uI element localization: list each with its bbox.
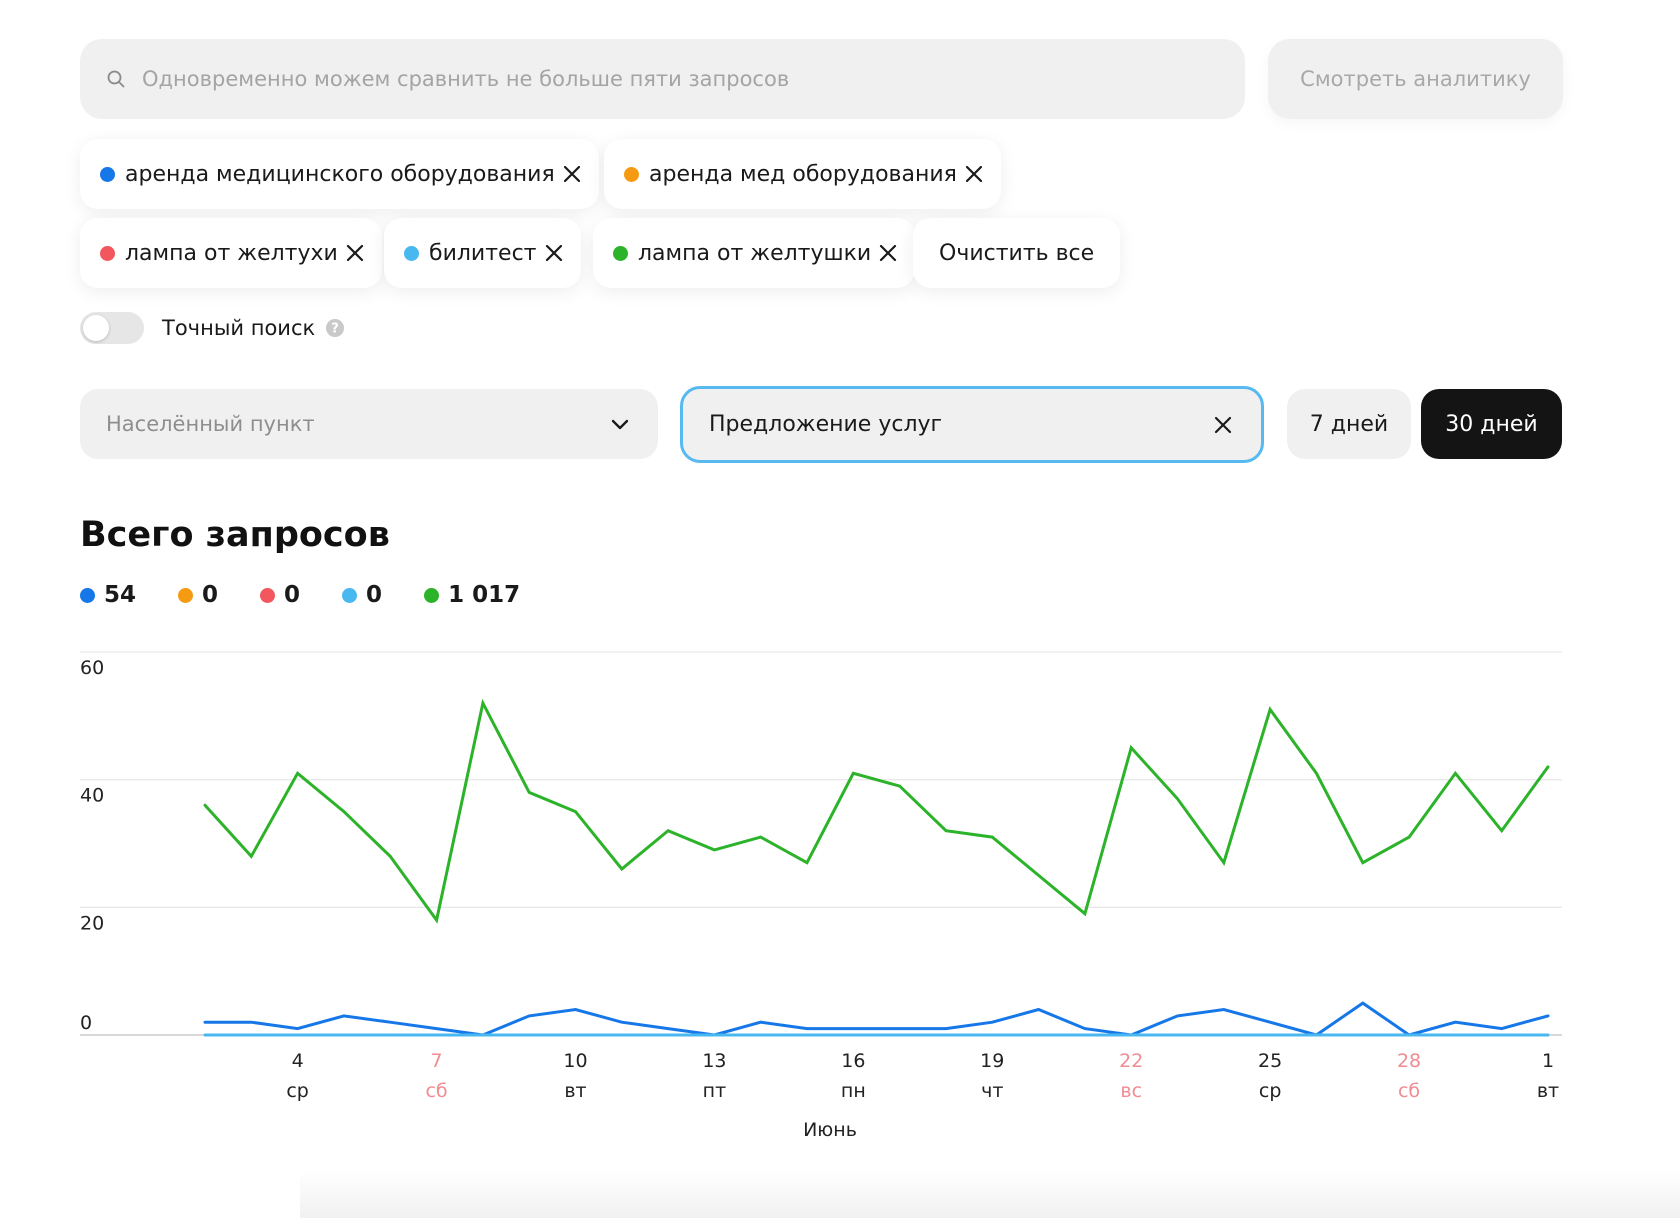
location-select-value: Населённый пункт xyxy=(106,412,315,436)
x-tick-day: 13 xyxy=(702,1050,726,1072)
x-tick-weekday: ср xyxy=(1259,1080,1282,1102)
chart-title: Всего запросов xyxy=(80,515,390,555)
clear-all-label: Очистить все xyxy=(939,240,1095,266)
x-tick-day: 16 xyxy=(841,1050,865,1072)
chip-label: лампа от желтушки xyxy=(638,240,872,266)
close-icon[interactable] xyxy=(1211,413,1235,437)
query-chip[interactable]: аренда мед оборудования xyxy=(604,139,1001,209)
totals-legend: 54 0 0 0 1 017 xyxy=(80,582,562,608)
chip-label: лампа от желтухи xyxy=(125,240,338,266)
toggle-knob xyxy=(83,315,109,341)
total-value: 0 xyxy=(284,582,301,608)
series-color-dot xyxy=(342,587,358,603)
search-input[interactable] xyxy=(142,67,1245,91)
total-item: 1 017 xyxy=(424,582,520,608)
exact-search-toggle[interactable] xyxy=(80,312,144,344)
series-color-dot xyxy=(613,245,628,261)
x-tick-weekday: вс xyxy=(1120,1080,1142,1102)
x-tick-day: 7 xyxy=(431,1050,443,1072)
x-tick-weekday: пт xyxy=(703,1080,727,1102)
total-value: 1 017 xyxy=(448,582,521,608)
x-tick-day: 25 xyxy=(1258,1050,1282,1072)
series-color-dot xyxy=(100,166,115,182)
x-tick-day: 10 xyxy=(563,1050,587,1072)
x-tick-day: 19 xyxy=(980,1050,1004,1072)
exact-search-label: Точный поиск xyxy=(162,316,316,340)
close-icon[interactable] xyxy=(561,163,583,185)
query-chip[interactable]: аренда медицинского оборудования xyxy=(80,139,599,209)
period-30-days-button[interactable]: 30 дней xyxy=(1421,389,1562,459)
x-tick-weekday: ср xyxy=(286,1080,309,1102)
total-value: 0 xyxy=(366,582,383,608)
series-color-dot xyxy=(100,245,115,261)
total-value: 0 xyxy=(202,582,219,608)
close-icon[interactable] xyxy=(963,163,985,185)
series-line xyxy=(203,698,1550,924)
view-analytics-button[interactable]: Смотреть аналитику xyxy=(1268,39,1563,119)
x-tick-day: 1 xyxy=(1542,1050,1554,1072)
series-color-dot xyxy=(624,166,639,182)
series-color-dot xyxy=(424,587,440,603)
chevron-down-icon xyxy=(611,419,629,430)
svg-text:?: ? xyxy=(331,322,339,337)
close-icon[interactable] xyxy=(543,242,565,264)
y-tick-label: 40 xyxy=(80,785,104,807)
y-tick-label: 20 xyxy=(80,912,104,934)
series-line xyxy=(203,1001,1550,1037)
x-tick-weekday: пн xyxy=(841,1080,866,1102)
search-icon xyxy=(107,70,125,88)
x-tick-day: 4 xyxy=(292,1050,304,1072)
category-filter-input[interactable] xyxy=(709,412,1211,437)
bottom-shadow xyxy=(300,1170,1680,1218)
y-tick-label: 0 xyxy=(80,1012,92,1034)
period-7-days-button[interactable]: 7 дней xyxy=(1287,389,1411,459)
clear-all-button[interactable]: Очистить все xyxy=(913,218,1121,288)
close-icon[interactable] xyxy=(344,242,366,264)
x-tick-weekday: сб xyxy=(1398,1080,1420,1102)
x-tick-weekday: вт xyxy=(564,1080,586,1102)
category-filter[interactable] xyxy=(680,386,1264,463)
total-item: 0 xyxy=(260,582,300,608)
help-icon[interactable]: ? xyxy=(325,318,345,338)
y-tick-label: 60 xyxy=(80,657,104,679)
query-chip[interactable]: лампа от желтухи xyxy=(80,218,382,288)
x-tick-weekday: сб xyxy=(425,1080,447,1102)
x-tick-day: 22 xyxy=(1119,1050,1143,1072)
total-item: 54 xyxy=(80,582,136,608)
series-color-dot xyxy=(404,245,419,261)
total-value: 54 xyxy=(104,582,137,608)
chip-label: аренда мед оборудования xyxy=(649,161,957,187)
x-axis-label: Июнь xyxy=(803,1119,857,1141)
total-item: 0 xyxy=(342,582,382,608)
series-color-dot xyxy=(178,587,194,603)
x-tick-weekday: вт xyxy=(1537,1080,1559,1102)
requests-line-chart: 0 20 40 60 4 ср 7 сб 10 вт 13 пт 16 пн 19 чт 22 вс 25 ср 28 с… xyxy=(80,651,1562,1141)
close-icon[interactable] xyxy=(877,242,899,264)
total-item: 0 xyxy=(178,582,218,608)
chip-label: аренда медицинского оборудования xyxy=(125,161,555,187)
series-color-dot xyxy=(260,587,276,603)
location-select[interactable]: Населённый пункт xyxy=(80,389,658,459)
x-tick-weekday: чт xyxy=(981,1080,1003,1102)
series-color-dot xyxy=(80,587,95,603)
x-tick-day: 28 xyxy=(1397,1050,1421,1072)
query-chip[interactable]: билитест xyxy=(384,218,581,288)
chip-label: билитест xyxy=(429,240,537,266)
search-bar[interactable] xyxy=(80,39,1245,119)
query-chip[interactable]: лампа от желтушки xyxy=(593,218,916,288)
exact-search-row: Точный поиск ? xyxy=(80,312,345,344)
